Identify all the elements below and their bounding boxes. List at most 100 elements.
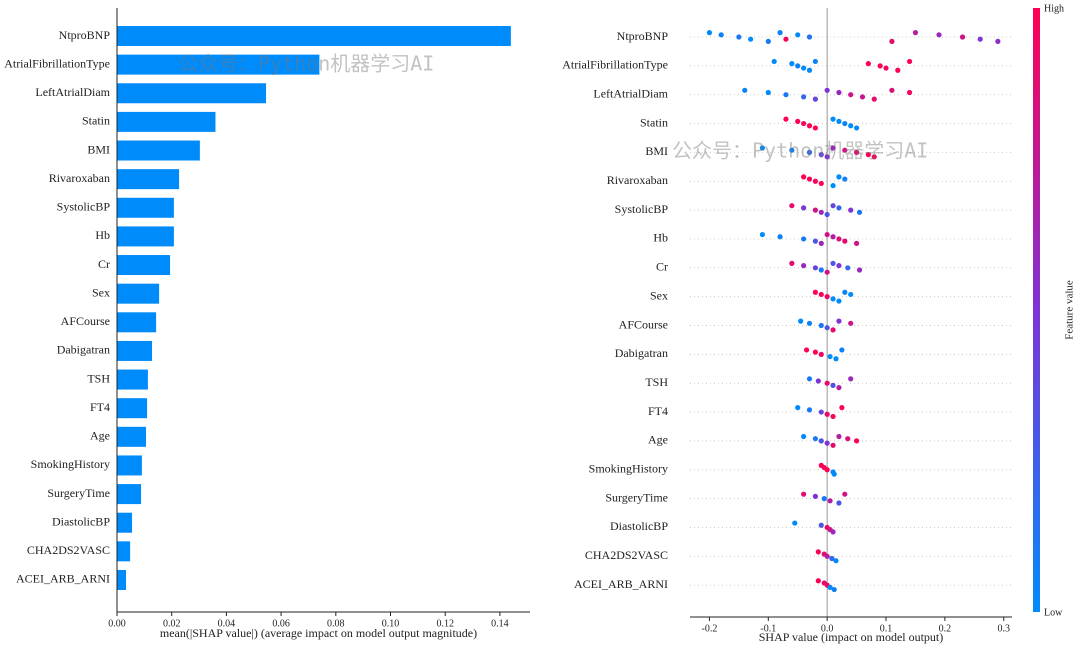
colorbar-label: Feature value bbox=[1064, 280, 1076, 340]
y-tick-label: Rivaroxaban bbox=[49, 171, 110, 185]
y-tick-label: DiastolicBP bbox=[610, 519, 668, 533]
x-tick-label: 0.04 bbox=[218, 618, 236, 629]
x-tick-label: 0.08 bbox=[327, 618, 345, 629]
point bbox=[818, 409, 824, 415]
point bbox=[801, 433, 807, 440]
point bbox=[812, 96, 818, 102]
point bbox=[783, 36, 789, 42]
point bbox=[836, 433, 842, 440]
y-tick-label: AFCourse bbox=[61, 314, 110, 328]
point bbox=[803, 347, 810, 353]
colorbar-high: High bbox=[1044, 3, 1064, 14]
bar bbox=[117, 484, 142, 505]
point bbox=[806, 67, 813, 73]
bar bbox=[117, 226, 174, 247]
point bbox=[824, 440, 830, 446]
point bbox=[827, 353, 833, 360]
point bbox=[765, 38, 771, 45]
point bbox=[859, 94, 866, 100]
point bbox=[795, 118, 801, 124]
point bbox=[815, 578, 821, 584]
y-tick-label: SmokingHistory bbox=[31, 457, 110, 471]
bar bbox=[117, 541, 131, 562]
y-tick-label: LeftAtrialDiam bbox=[35, 85, 110, 99]
point bbox=[789, 61, 795, 67]
point bbox=[848, 291, 854, 298]
point bbox=[818, 240, 824, 246]
point bbox=[842, 147, 848, 153]
point bbox=[812, 58, 818, 65]
bar bbox=[117, 312, 157, 333]
watermark: 公众号：Python机器学习AI bbox=[178, 52, 434, 76]
point bbox=[824, 154, 830, 160]
y-tick-label: Sex bbox=[92, 285, 110, 299]
point bbox=[830, 145, 836, 151]
x-tick-label: 0.2 bbox=[939, 623, 952, 634]
point bbox=[783, 92, 789, 98]
point bbox=[845, 436, 851, 442]
point bbox=[824, 231, 830, 238]
point bbox=[995, 38, 1001, 45]
point bbox=[801, 263, 807, 269]
point bbox=[824, 467, 830, 473]
point bbox=[818, 291, 824, 298]
point bbox=[759, 145, 766, 151]
point bbox=[765, 89, 771, 96]
point bbox=[842, 120, 848, 127]
point bbox=[771, 58, 777, 65]
point bbox=[839, 347, 845, 353]
bar bbox=[117, 54, 320, 75]
colorbar bbox=[1033, 8, 1040, 612]
y-tick-label: BMI bbox=[645, 144, 668, 158]
point bbox=[806, 34, 813, 40]
y-tick-label: Hb bbox=[95, 228, 110, 242]
point bbox=[830, 203, 836, 209]
bar bbox=[117, 140, 200, 161]
point bbox=[848, 376, 854, 382]
x-tick-label: 0.0 bbox=[821, 623, 834, 634]
point bbox=[906, 89, 913, 96]
point bbox=[831, 471, 837, 477]
point bbox=[812, 493, 818, 499]
point bbox=[830, 183, 836, 189]
point bbox=[836, 385, 842, 391]
bar bbox=[117, 426, 146, 447]
point bbox=[871, 154, 877, 160]
point bbox=[806, 123, 813, 129]
point bbox=[839, 405, 845, 411]
point bbox=[789, 260, 795, 266]
point bbox=[824, 211, 830, 218]
y-tick-label: Statin bbox=[640, 115, 668, 129]
y-tick-label: Cr bbox=[656, 260, 668, 274]
point bbox=[895, 67, 901, 73]
point bbox=[830, 327, 836, 333]
y-tick-label: Hb bbox=[653, 231, 668, 245]
point bbox=[812, 265, 818, 271]
x-tick-label: -0.2 bbox=[702, 623, 718, 634]
point bbox=[824, 380, 830, 386]
point bbox=[818, 152, 824, 158]
bar bbox=[117, 169, 180, 190]
y-tick-label: FT4 bbox=[648, 404, 668, 418]
colorbar-low: Low bbox=[1044, 607, 1063, 618]
point bbox=[977, 36, 983, 42]
point bbox=[830, 413, 836, 420]
point bbox=[824, 87, 830, 93]
point bbox=[830, 234, 836, 240]
point bbox=[783, 116, 789, 122]
point bbox=[824, 553, 830, 559]
point bbox=[836, 236, 842, 242]
point bbox=[836, 318, 842, 324]
point bbox=[789, 203, 795, 209]
y-tick-label: Age bbox=[90, 429, 110, 443]
bar bbox=[117, 197, 174, 218]
y-tick-label: Dabigatran bbox=[57, 343, 110, 357]
y-tick-label: CHA2DS2VASC bbox=[585, 548, 668, 562]
point bbox=[812, 289, 818, 295]
point bbox=[815, 378, 821, 384]
point bbox=[848, 320, 854, 326]
point bbox=[824, 294, 830, 300]
point bbox=[912, 29, 919, 36]
point bbox=[801, 205, 807, 211]
point bbox=[836, 298, 842, 304]
